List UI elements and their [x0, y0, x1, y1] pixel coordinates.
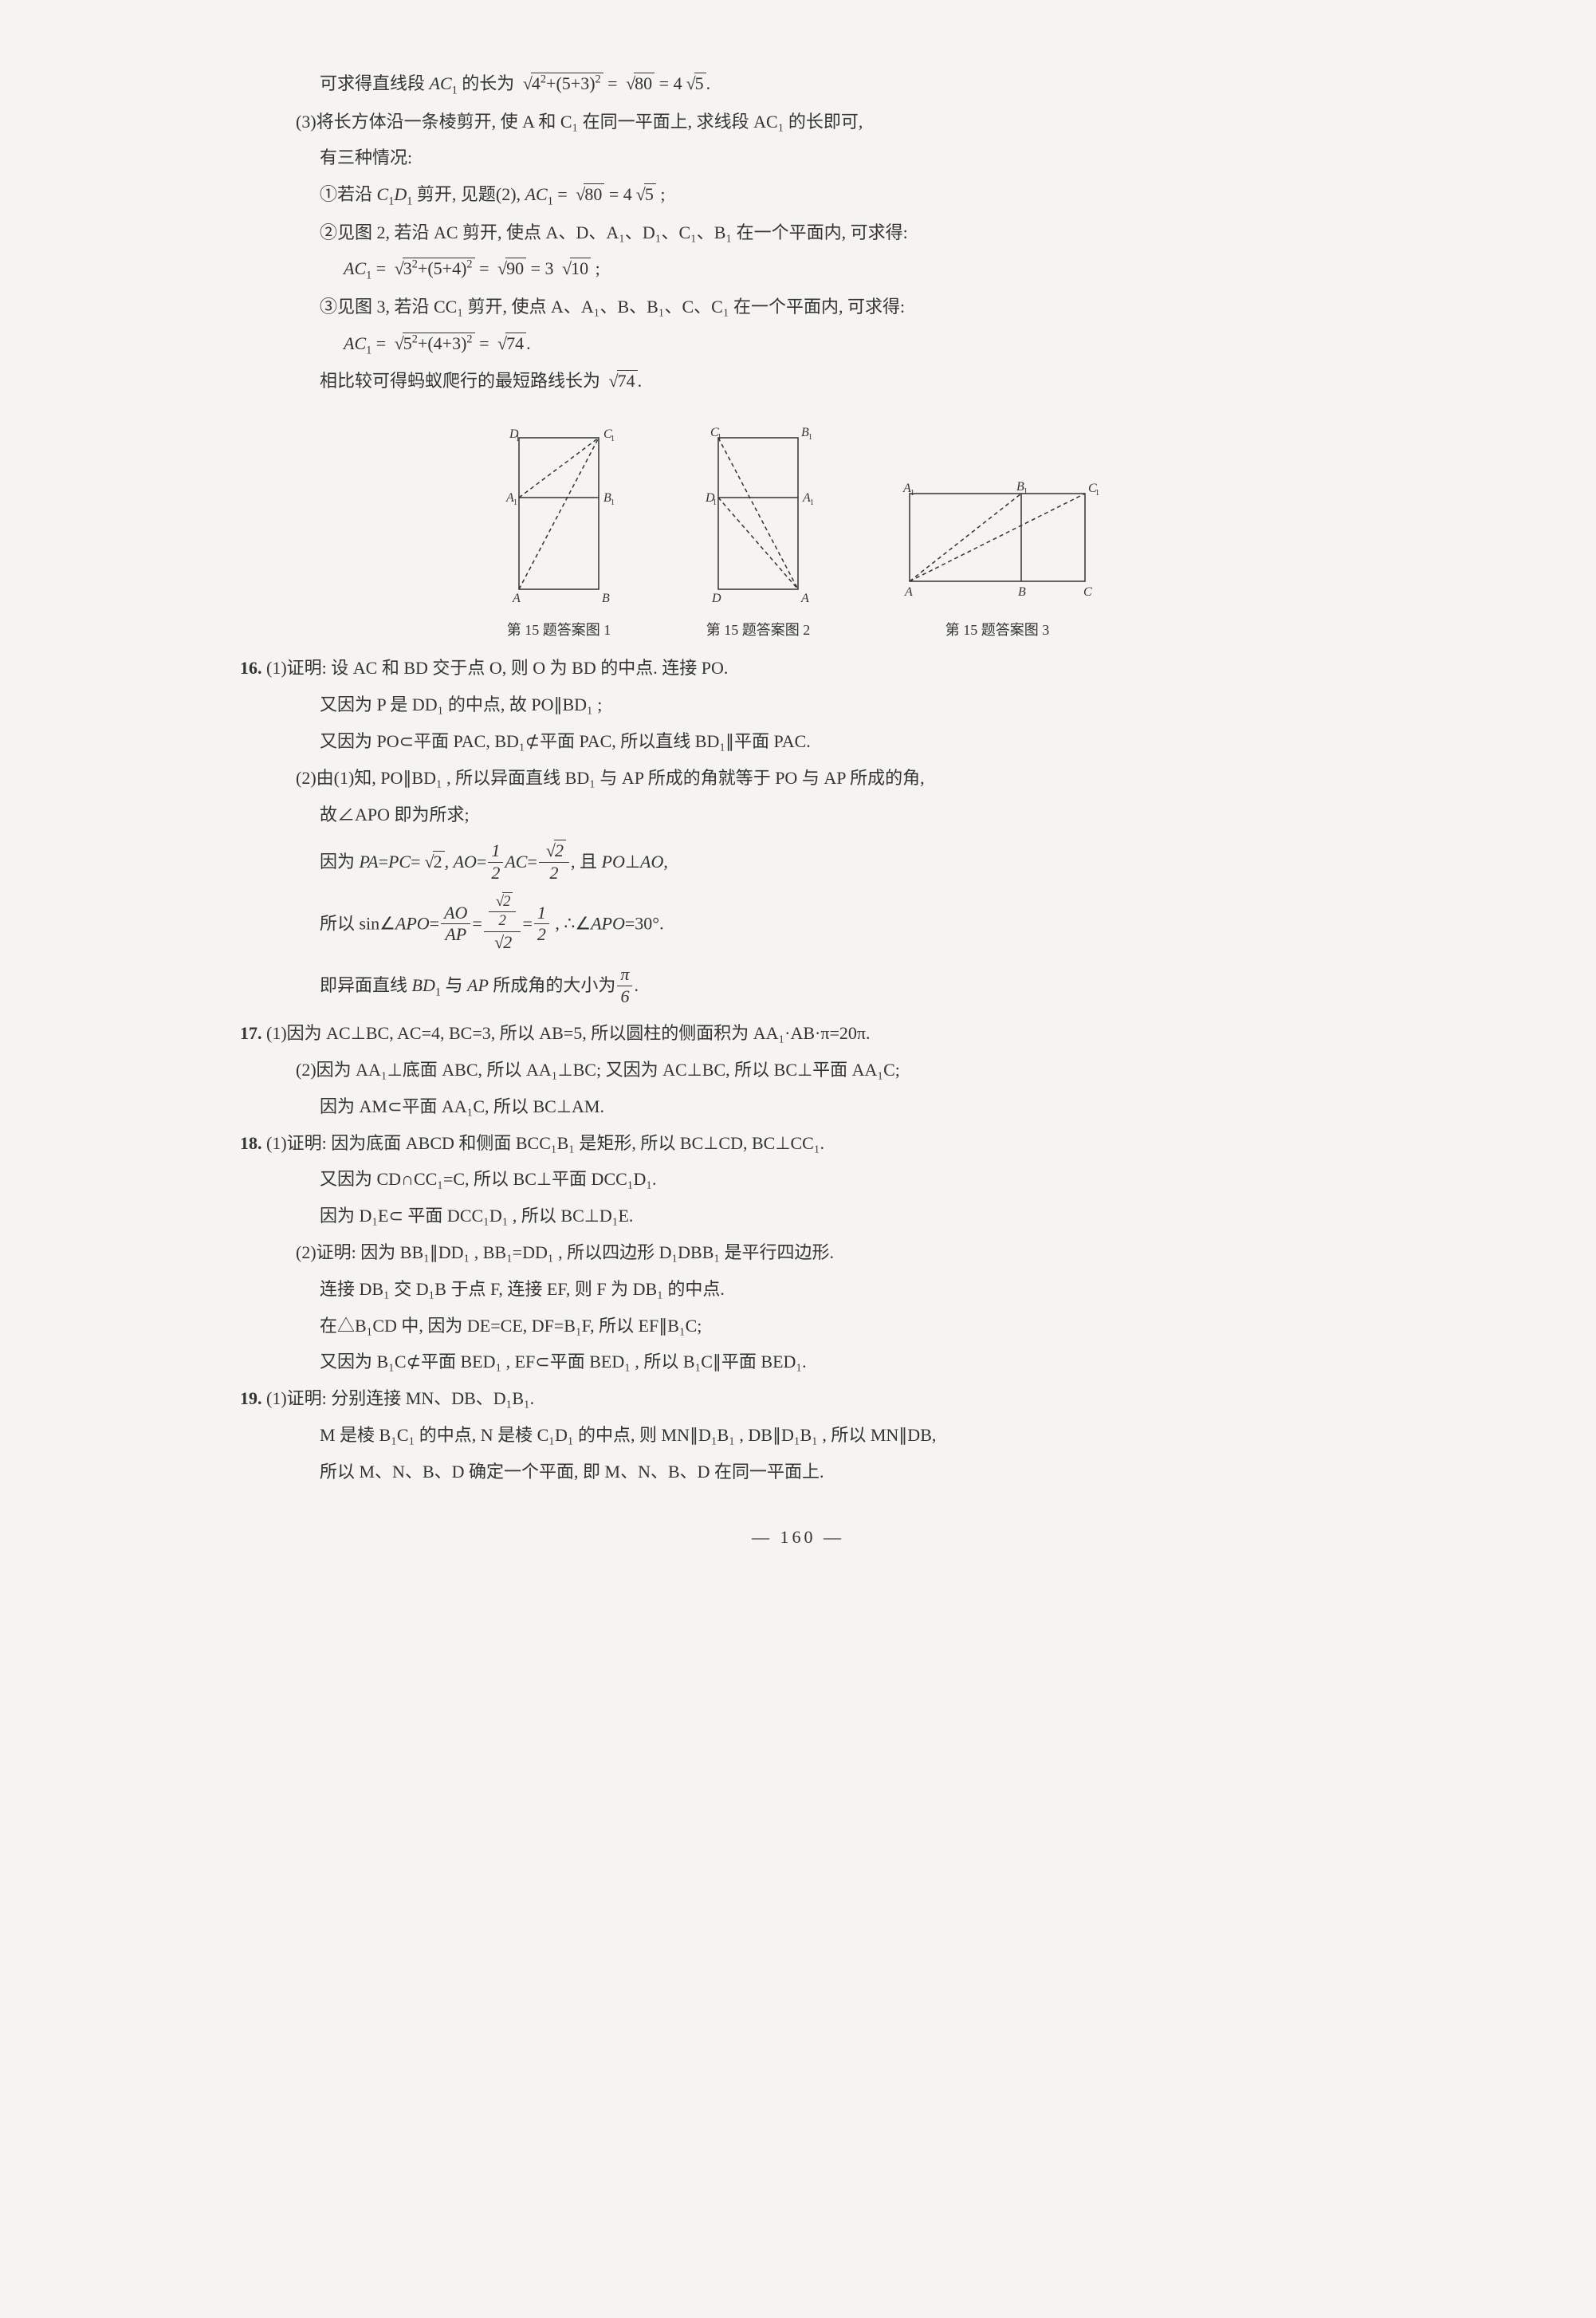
figure-2: C1 B1 D1 A1 D A 第 15 题答案图 2 — [694, 422, 822, 643]
svg-text:1: 1 — [717, 433, 721, 442]
text-line: AC1 = 52+(4+3)2 = 74. — [240, 327, 1356, 362]
svg-text:1: 1 — [611, 435, 615, 443]
text-line: 即异面直线 BD1 与 AP 所成角的大小为π6. — [240, 966, 1356, 1009]
question-number: 16. — [240, 658, 262, 678]
figure-1: D1 C1 A1 B1 A B 第 15 题答案图 1 — [495, 422, 623, 643]
text-line: ②见图 2, 若沿 AC 剪开, 使点 A、D、A₁、D₁、C₁、B₁ 在一个平… — [240, 216, 1356, 250]
svg-text:1: 1 — [1095, 489, 1099, 498]
figure-caption: 第 15 题答案图 2 — [694, 616, 822, 643]
svg-text:A: A — [800, 592, 809, 605]
text-line: (3)将长方体沿一条棱剪开, 使 A 和 C₁ 在同一平面上, 求线段 AC₁ … — [240, 105, 1356, 139]
text-line: 因为 PA=PC=2, AO=12AC=22, 且 PO⊥AO, — [240, 842, 1356, 885]
svg-text:1: 1 — [1024, 487, 1028, 496]
text-line: 又因为 P 是 DD₁ 的中点, 故 PO∥BD₁ ; — [240, 688, 1356, 722]
text-line: 18. (1)证明: 因为底面 ABCD 和侧面 BCC₁B₁ 是矩形, 所以 … — [240, 1127, 1356, 1160]
text-line: (2)证明: 因为 BB₁∥DD₁ , BB₁=DD₁ , 所以四边形 D₁DB… — [240, 1236, 1356, 1269]
page-number: — 160 — — [240, 1521, 1356, 1554]
svg-text:1: 1 — [611, 498, 615, 507]
text-line: 可求得直线段 AC1 的长为 42+(5+3)2 = 80 = 45. — [240, 67, 1356, 102]
page: 可求得直线段 AC1 的长为 42+(5+3)2 = 80 = 45. (3)将… — [136, 0, 1460, 1601]
text-line: 17. (1)因为 AC⊥BC, AC=4, BC=3, 所以 AB=5, 所以… — [240, 1017, 1356, 1050]
svg-text:1: 1 — [810, 498, 814, 507]
text-line: 因为 AM⊂平面 AA₁C, 所以 BC⊥AM. — [240, 1090, 1356, 1124]
text-line: 相比较可得蚂蚁爬行的最短路线长为 74. — [240, 364, 1356, 398]
svg-text:C: C — [1083, 585, 1092, 599]
figure-3: A1 B1 C1 A B C 第 15 题答案图 3 — [894, 478, 1101, 643]
text-line: ③见图 3, 若沿 CC₁ 剪开, 使点 A、A₁、B、B₁、C、C₁ 在一个平… — [240, 290, 1356, 324]
svg-text:D: D — [711, 592, 721, 605]
text-line: 所以 M、N、B、D 确定一个平面, 即 M、N、B、D 在同一平面上. — [240, 1455, 1356, 1489]
svg-text:1: 1 — [513, 498, 517, 507]
text-line: ①若沿 C1D1 剪开, 见题(2), AC1 = 80 = 45 ; — [240, 178, 1356, 213]
svg-text:1: 1 — [910, 489, 914, 498]
text-line: 故∠APO 即为所求; — [240, 798, 1356, 832]
question-number: 18. — [240, 1133, 262, 1153]
figure-caption: 第 15 题答案图 3 — [894, 616, 1101, 643]
text-line: 又因为 PO⊂平面 PAC, BD₁⊄平面 PAC, 所以直线 BD₁∥平面 P… — [240, 725, 1356, 758]
text-line: 连接 DB₁ 交 D₁B 于点 F, 连接 EF, 则 F 为 DB₁ 的中点. — [240, 1273, 1356, 1306]
svg-text:B: B — [602, 592, 610, 605]
text-line: 又因为 CD∩CC₁=C, 所以 BC⊥平面 DCC₁D₁. — [240, 1163, 1356, 1196]
svg-text:1: 1 — [516, 435, 520, 443]
text-line: 因为 D₁E⊂ 平面 DCC₁D₁ , 所以 BC⊥D₁E. — [240, 1199, 1356, 1233]
figure-row: D1 C1 A1 B1 A B 第 15 题答案图 1 C1 B1 D1 A1 … — [240, 422, 1356, 643]
text-line: (2)由(1)知, PO∥BD₁ , 所以异面直线 BD₁ 与 AP 所成的角就… — [240, 762, 1356, 795]
svg-text:A: A — [512, 592, 521, 605]
text-line: 16. (1)证明: 设 AC 和 BD 交于点 O, 则 O 为 BD 的中点… — [240, 651, 1356, 685]
text-line: AC1 = 32+(5+4)2 = 90 = 3 10 ; — [240, 252, 1356, 287]
text-line: M 是棱 B₁C₁ 的中点, N 是棱 C₁D₁ 的中点, 则 MN∥D₁B₁ … — [240, 1419, 1356, 1452]
text-line: 所以 sin∠APO=AOAP=222=12 , ∴∠APO=30°. — [240, 896, 1356, 954]
text-line: (2)因为 AA₁⊥底面 ABC, 所以 AA₁⊥BC; 又因为 AC⊥BC, … — [240, 1053, 1356, 1087]
text-line: 有三种情况: — [240, 141, 1356, 175]
svg-text:1: 1 — [713, 498, 717, 507]
svg-text:1: 1 — [808, 433, 812, 442]
question-number: 17. — [240, 1023, 262, 1043]
text-line: 19. (1)证明: 分别连接 MN、DB、D₁B₁. — [240, 1382, 1356, 1415]
svg-text:B: B — [1018, 585, 1026, 599]
question-number: 19. — [240, 1388, 262, 1408]
figure-caption: 第 15 题答案图 1 — [495, 616, 623, 643]
text-line: 又因为 B₁C⊄平面 BED₁ , EF⊂平面 BED₁ , 所以 B₁C∥平面… — [240, 1345, 1356, 1379]
svg-text:A: A — [904, 585, 913, 599]
text-line: 在△B₁CD 中, 因为 DE=CE, DF=B₁F, 所以 EF∥B₁C; — [240, 1309, 1356, 1343]
